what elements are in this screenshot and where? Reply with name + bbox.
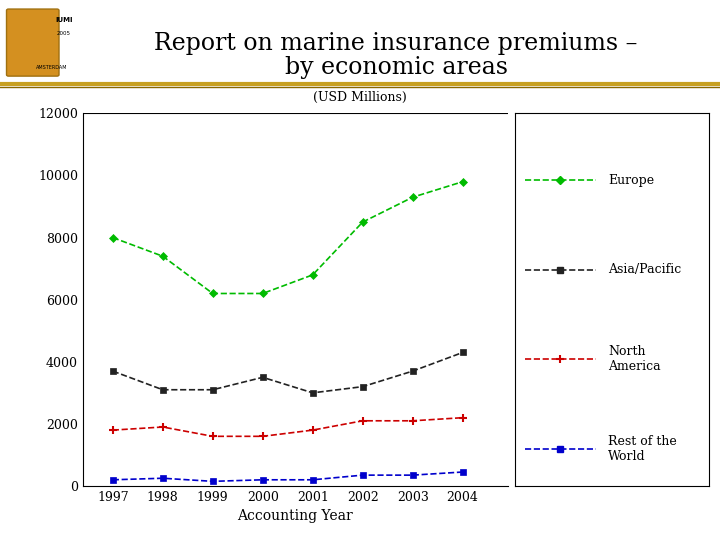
Text: Report on marine insurance premiums –: Report on marine insurance premiums – [154,32,638,55]
Text: North
America: North America [608,345,661,373]
X-axis label: Accounting Year: Accounting Year [238,509,353,523]
Text: (USD Millions): (USD Millions) [313,91,407,104]
Text: AMSTERDAM: AMSTERDAM [37,65,68,70]
FancyBboxPatch shape [6,9,59,76]
Text: IUMI: IUMI [55,17,73,23]
Text: 2005: 2005 [57,31,71,36]
Text: Europe: Europe [608,174,654,187]
Text: Rest of the
World: Rest of the World [608,435,677,463]
Text: by economic areas: by economic areas [284,56,508,79]
Text: Asia/Pacific: Asia/Pacific [608,264,681,276]
